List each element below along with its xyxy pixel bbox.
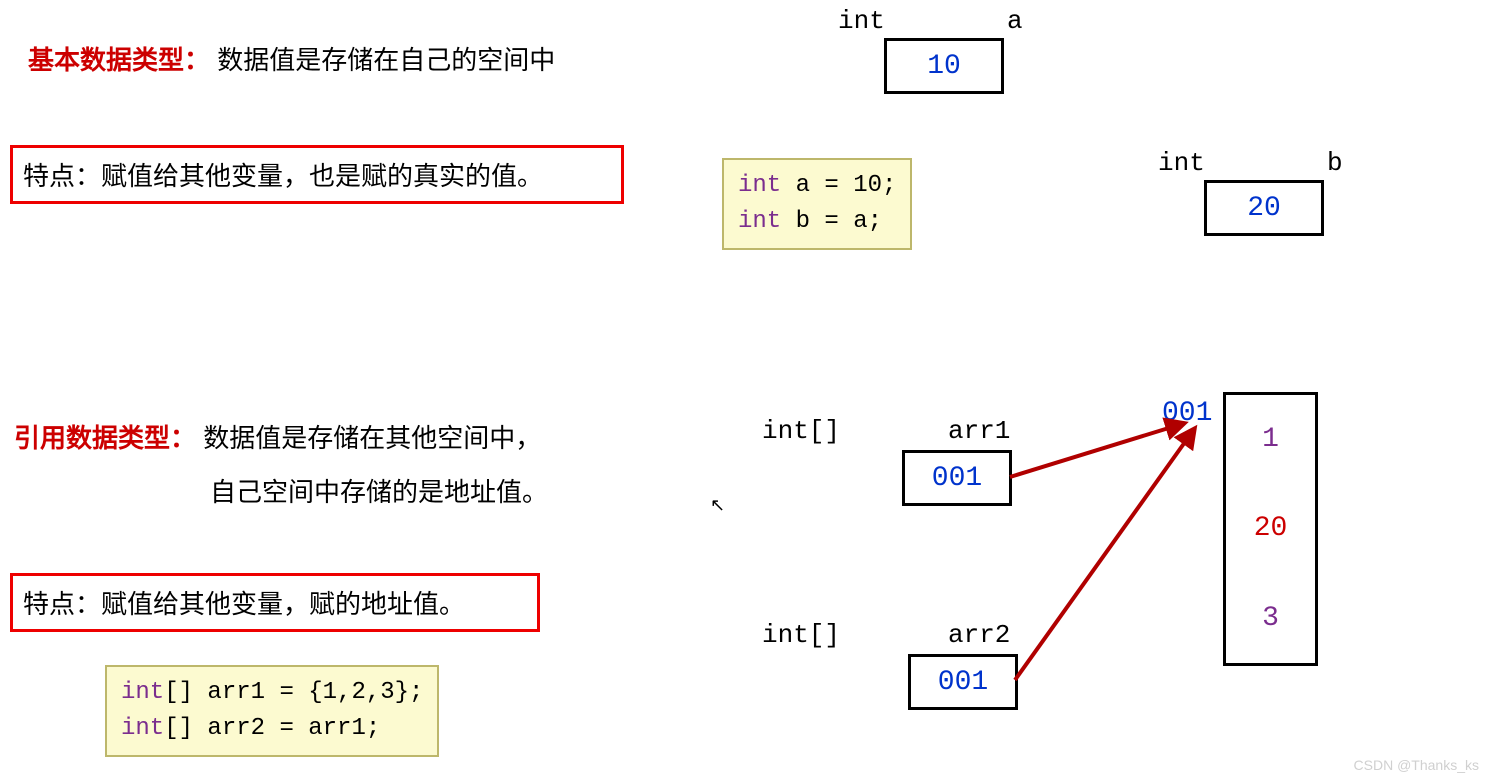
section2-code-box: int[] arr1 = {1,2,3}; int[] arr2 = arr1; [105, 665, 439, 757]
arrow-arr1-to-heap [1010, 423, 1185, 477]
section1-note-box: 特点：赋值给其他变量，也是赋的真实的值。 [10, 145, 624, 204]
box-b-name-label: b [1327, 148, 1343, 178]
box-a-type-label: int [838, 6, 885, 36]
section1-code-box: int a = 10; int b = a; [722, 158, 912, 250]
arr2-name-label: arr2 [948, 620, 1010, 650]
code-line: int a = 10; [738, 168, 896, 204]
heap-address-label: 001 [1162, 398, 1212, 429]
box-b-type-label: int [1158, 148, 1205, 178]
box-a-value: 10 [927, 51, 961, 82]
section2-desc1: 数据值是存储在其他空间中， [203, 423, 541, 453]
arr1-value: 001 [932, 463, 982, 494]
code-line: int[] arr2 = arr1; [121, 711, 423, 747]
section1-heading: 基本数据类型： 数据值是存储在自己的空间中 [28, 40, 555, 77]
box-a-name-label: a [1007, 6, 1023, 36]
box-a: 10 [884, 38, 1004, 94]
code-text: b = a; [781, 208, 882, 235]
section2-title: 引用数据类型： [14, 423, 196, 453]
section2-desc2: 自己空间中存储的是地址值。 [210, 472, 548, 509]
section1-note-text: 特点：赋值给其他变量，也是赋的真实的值。 [23, 161, 543, 191]
section2-note-box: 特点：赋值给其他变量，赋的地址值。 [10, 573, 540, 632]
arr1-type-label: int[] [762, 416, 840, 446]
arr2-value: 001 [938, 667, 988, 698]
section1-desc: 数据值是存储在自己的空间中 [217, 45, 555, 75]
watermark-text: CSDN @Thanks_ks [1354, 757, 1479, 773]
heap-value-2: 3 [1262, 603, 1279, 634]
code-line: int[] arr1 = {1,2,3}; [121, 675, 423, 711]
arr2-box: 001 [908, 654, 1018, 710]
keyword: int [121, 679, 164, 706]
code-line: int b = a; [738, 204, 896, 240]
arrow-arr2-to-heap [1015, 428, 1195, 680]
heap-array-box: 1 20 3 [1223, 392, 1318, 666]
keyword: int [738, 172, 781, 199]
section1-title: 基本数据类型： [28, 45, 210, 75]
section2-note-text: 特点：赋值给其他变量，赋的地址值。 [23, 589, 465, 619]
code-text: a = 10; [781, 172, 896, 199]
code-text: [] arr2 = arr1; [164, 715, 380, 742]
box-b: 20 [1204, 180, 1324, 236]
box-b-value: 20 [1247, 193, 1281, 224]
heap-value-0: 1 [1262, 424, 1279, 455]
arr1-box: 001 [902, 450, 1012, 506]
cursor-icon: ↖ [710, 495, 725, 516]
keyword: int [121, 715, 164, 742]
keyword: int [738, 208, 781, 235]
arr1-name-label: arr1 [948, 416, 1010, 446]
heap-value-1: 20 [1254, 513, 1288, 544]
section2-heading: 引用数据类型： 数据值是存储在其他空间中， [14, 418, 541, 455]
code-text: [] arr1 = {1,2,3}; [164, 679, 423, 706]
arr2-type-label: int[] [762, 620, 840, 650]
